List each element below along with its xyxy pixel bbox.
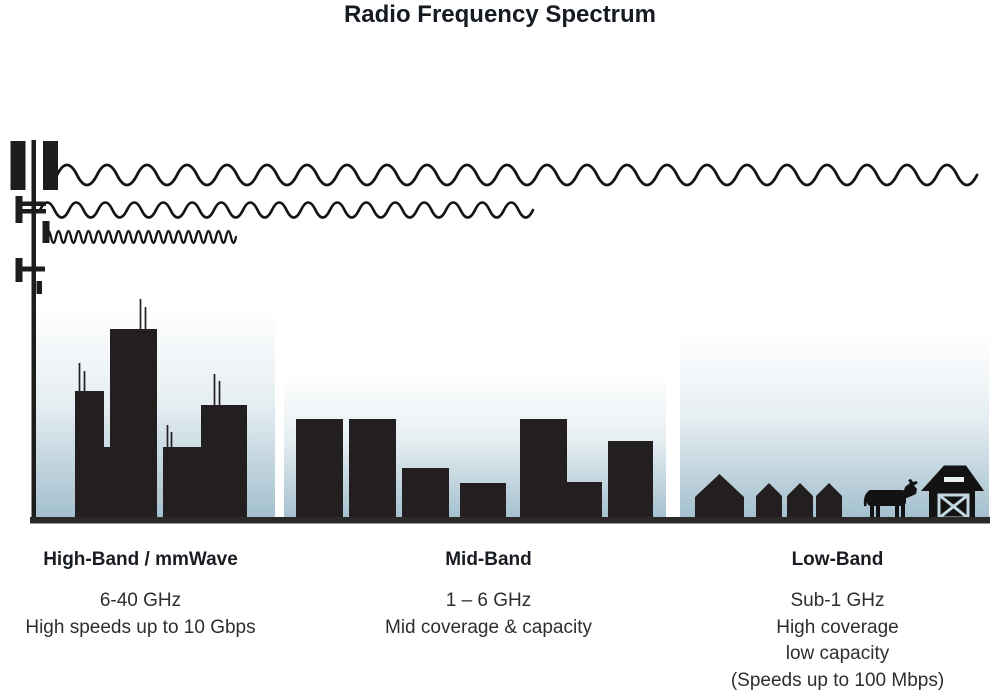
village-houses-icon: [695, 474, 842, 520]
band-name: Mid-Band: [445, 549, 532, 570]
band-frequency: 1 – 6 GHz: [445, 590, 532, 611]
page-title: Radio Frequency Spectrum: [343, 1, 657, 28]
band-detail: High speeds up to 10 Gbps: [25, 616, 256, 638]
wave-mid-frequency-icon: [38, 201, 535, 219]
band-label-low-band: Low-Band Sub-1 GHz High coverage low cap…: [695, 549, 980, 694]
band-detail: low capacity: [785, 643, 890, 664]
wave-high-frequency-icon: [44, 229, 238, 245]
wave-low-frequency-icon: [55, 163, 979, 187]
band-name: Low-Band: [791, 549, 884, 570]
cow-icon: [863, 479, 918, 518]
city-skyline-high-band-icon: [75, 299, 247, 520]
band-detail: Mid coverage & capacity: [385, 616, 592, 638]
band-label-high-band: High-Band / mmWave 6-40 GHz High speeds …: [18, 549, 263, 641]
cell-tower-icon: [10, 140, 58, 520]
band-frequency: 6-40 GHz: [99, 590, 182, 611]
ground-line: [30, 517, 990, 524]
band-frequency: Sub-1 GHz: [790, 590, 885, 611]
city-skyline-mid-band-icon: [296, 419, 653, 520]
band-detail: High coverage: [776, 616, 899, 638]
barn-icon: [921, 465, 984, 520]
band-detail: (Speeds up to 100 Mbps): [730, 669, 945, 691]
band-name: High-Band / mmWave: [43, 549, 238, 570]
band-label-mid-band: Mid-Band 1 – 6 GHz Mid coverage & capaci…: [366, 549, 611, 641]
